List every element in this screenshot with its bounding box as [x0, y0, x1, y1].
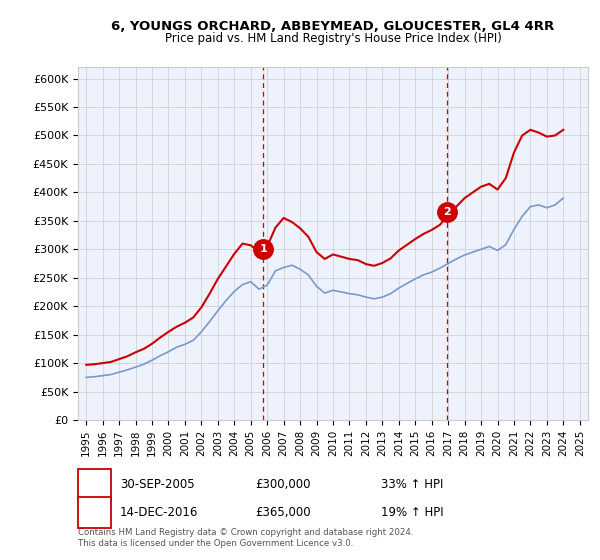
Text: 6, YOUNGS ORCHARD, ABBEYMEAD, GLOUCESTER, GL4 4RR: 6, YOUNGS ORCHARD, ABBEYMEAD, GLOUCESTER…	[112, 20, 554, 32]
Text: 2: 2	[443, 207, 451, 217]
Text: 2: 2	[91, 506, 98, 519]
Text: 33% ↑ HPI: 33% ↑ HPI	[381, 478, 443, 491]
Text: 30-SEP-2005: 30-SEP-2005	[120, 478, 194, 491]
Text: Contains HM Land Registry data © Crown copyright and database right 2024.
This d: Contains HM Land Registry data © Crown c…	[78, 528, 413, 548]
Text: 19% ↑ HPI: 19% ↑ HPI	[381, 506, 443, 519]
Text: 14-DEC-2016: 14-DEC-2016	[120, 506, 199, 519]
Text: £365,000: £365,000	[255, 506, 311, 519]
Text: 1: 1	[259, 244, 267, 254]
Text: 1: 1	[91, 478, 98, 491]
Text: £300,000: £300,000	[255, 478, 311, 491]
Text: Price paid vs. HM Land Registry's House Price Index (HPI): Price paid vs. HM Land Registry's House …	[164, 32, 502, 45]
